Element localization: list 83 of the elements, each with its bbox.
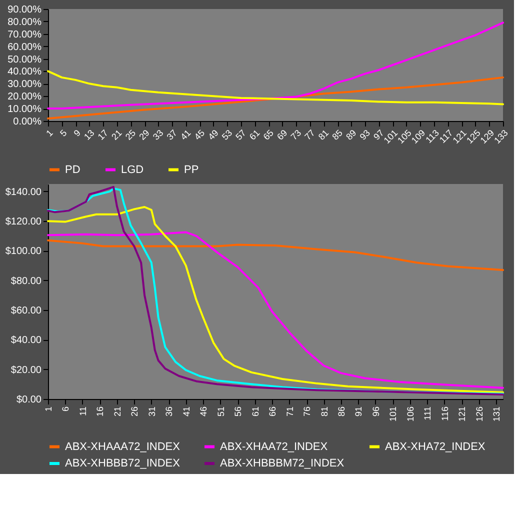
line-series <box>47 22 504 110</box>
x-tick-label: 57 <box>234 128 248 142</box>
y-tick-label: 70.00% <box>8 29 42 40</box>
y-tick-label: $80.00 <box>10 276 42 287</box>
x-tick-label: 81 <box>316 128 331 142</box>
x-tick-label: 13 <box>82 128 96 142</box>
legend-label: LGD <box>121 164 144 176</box>
x-tick-label: 131 <box>492 406 502 422</box>
x-tick-label: 21 <box>112 406 122 417</box>
y-tick-label: 20.00% <box>8 92 42 103</box>
legend-label: ABX-XHAAA72_INDEX <box>65 440 181 453</box>
x-tick-label: 9 <box>72 128 82 138</box>
x-tick-label: 65 <box>261 128 276 142</box>
x-tick-label: 81 <box>319 406 330 417</box>
x-tick-label: 25 <box>123 128 138 142</box>
line-series <box>47 70 504 106</box>
y-tick-label: 10.00% <box>8 104 42 116</box>
x-tick-label: 116 <box>440 406 450 421</box>
x-tick-label: 61 <box>248 128 262 142</box>
y-tick-label: 60.00% <box>8 42 42 53</box>
x-tick-label: 29 <box>137 128 152 142</box>
legend-label: ABX-XHA72_INDEX <box>385 440 486 453</box>
x-tick-label: 76 <box>302 406 312 417</box>
x-tick-label: 66 <box>268 406 278 417</box>
y-tick-label: $60.00 <box>10 306 42 317</box>
x-tick-label: 86 <box>336 406 346 417</box>
x-tick-label: 41 <box>178 128 193 142</box>
x-tick-label: 16 <box>95 406 106 417</box>
x-tick-label: 51 <box>216 406 226 417</box>
x-tick-label: 89 <box>344 128 358 142</box>
x-tick-label: 37 <box>164 128 179 142</box>
x-tick-label: 71 <box>284 406 295 417</box>
x-tick-label: 1 <box>44 128 55 138</box>
x-tick-label: 91 <box>354 406 364 417</box>
legend-label: PP <box>184 164 199 176</box>
x-tick-label: 111 <box>422 406 433 420</box>
x-tick-label: 69 <box>275 128 290 142</box>
x-tick-label: 1 <box>44 406 54 412</box>
y-tick-label: 30.00% <box>8 79 42 90</box>
x-tick-label: 121 <box>457 406 468 422</box>
x-tick-label: 97 <box>372 128 386 142</box>
x-tick-label: 11 <box>78 406 88 416</box>
legend-label: PD <box>65 164 80 176</box>
y-tick-label: $120.00 <box>5 216 42 228</box>
x-tick-label: 26 <box>130 406 140 417</box>
x-tick-label: 21 <box>110 128 124 142</box>
legend-label: ABX-XHBBB72_INDEX <box>65 458 181 470</box>
x-tick-label: 33 <box>151 128 166 142</box>
x-tick-label: 5 <box>58 128 69 138</box>
y-tick-label: 50.00% <box>8 54 42 66</box>
x-tick-label: 49 <box>206 128 220 142</box>
y-tick-label: 40.00% <box>8 66 42 78</box>
x-tick-label: 96 <box>370 406 381 417</box>
x-tick-label: 85 <box>330 128 344 142</box>
y-tick-label: $100.00 <box>5 246 42 258</box>
x-tick-label: 41 <box>181 406 192 417</box>
x-tick-label: 133 <box>492 128 510 146</box>
legend-label: ABX-XHBBBM72_INDEX <box>220 458 345 470</box>
x-tick-label: 31 <box>146 406 157 417</box>
x-tick-label: 6 <box>60 406 71 412</box>
x-tick-label: 46 <box>198 406 209 417</box>
x-tick-label: 77 <box>302 128 317 142</box>
y-tick-label: 80.00% <box>8 16 42 28</box>
y-tick-label: $20.00 <box>10 364 42 376</box>
y-tick-label: $140.00 <box>5 186 42 198</box>
x-tick-label: 17 <box>96 128 110 142</box>
x-tick-label: 126 <box>474 406 484 422</box>
y-tick-label: $40.00 <box>10 335 42 346</box>
x-tick-label: 56 <box>233 406 244 417</box>
y-tick-label: 0.00% <box>13 116 42 128</box>
x-tick-label: 61 <box>250 406 260 417</box>
x-tick-label: 45 <box>192 128 207 142</box>
y-tick-label: $0.00 <box>16 394 42 406</box>
line-series <box>47 239 504 271</box>
legend-label: ABX-XHAA72_INDEX <box>220 440 328 453</box>
line-series <box>47 231 504 389</box>
y-tick-label: 90.00% <box>8 4 42 16</box>
x-tick-label: 106 <box>405 406 416 422</box>
x-tick-label: 36 <box>164 406 174 417</box>
x-tick-label: 53 <box>220 128 234 142</box>
x-tick-label: 101 <box>388 406 398 422</box>
x-tick-label: 73 <box>288 128 304 142</box>
x-tick-label: 93 <box>358 128 372 142</box>
